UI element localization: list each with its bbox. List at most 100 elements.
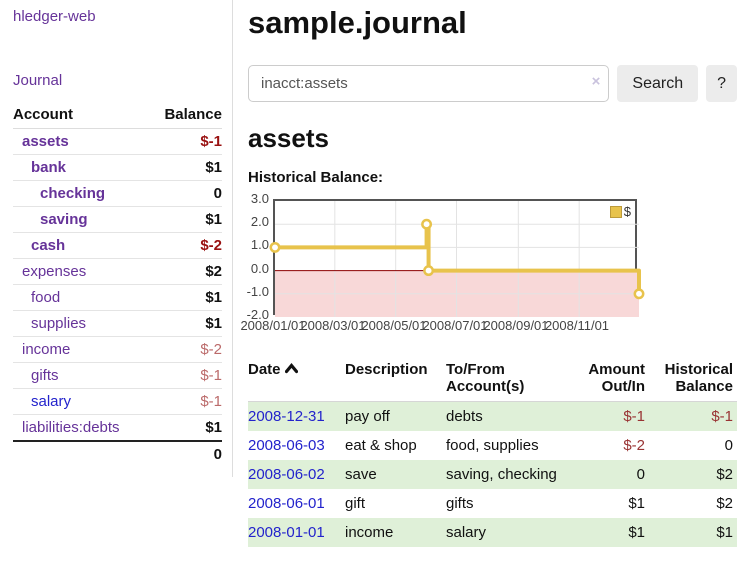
account-link-assets[interactable]: assets	[22, 133, 69, 150]
sidebar: hledger-web Journal Account Balance asse…	[13, 0, 222, 467]
x-tick-label: 2008/09/01	[483, 318, 549, 333]
register-header-balance: Historical Balance	[649, 358, 737, 402]
accounts-header-account: Account	[13, 102, 149, 129]
transaction-amount: $1	[628, 524, 645, 541]
account-link-salary[interactable]: salary	[31, 393, 72, 410]
legend-label: $	[623, 204, 631, 219]
historical-balance-chart: 3.0 2.0 1.0 0.0 -1.0 -2.0 $ 2008/01/01 2…	[240, 191, 737, 341]
register-header-date[interactable]: Date	[248, 358, 345, 402]
account-link-bank[interactable]: bank	[31, 159, 67, 176]
y-tick-label: 3.0	[250, 191, 269, 206]
account-link-checking[interactable]: checking	[40, 185, 106, 202]
account-balance: $-2	[148, 336, 222, 363]
search-form: × Search ?	[248, 65, 737, 102]
transaction-amount: 0	[636, 466, 645, 483]
y-tick-label: 0.0	[250, 261, 269, 276]
transaction-description: income	[345, 524, 394, 541]
account-row-supplies: supplies $1	[13, 310, 222, 337]
register-header-accounts: To/From Account(s)	[446, 358, 570, 402]
account-row-expenses: expenses $2	[13, 258, 222, 285]
x-tick-label: 2008/11/01	[544, 318, 610, 333]
x-tick-label: 2008/03/01	[300, 318, 366, 333]
clear-search-icon[interactable]: ×	[591, 73, 601, 90]
account-balance: 0	[148, 180, 222, 207]
transaction-balance: $1	[716, 524, 733, 541]
account-row-cash: cash $-2	[13, 232, 222, 259]
account-balance: $2	[148, 258, 222, 285]
transaction-date-link[interactable]: 2008-12-31	[248, 408, 325, 425]
x-tick-label: 2008/07/01	[422, 318, 488, 333]
app-title-link[interactable]: hledger-web	[13, 8, 96, 25]
transaction-date-link[interactable]: 2008-06-03	[248, 437, 325, 454]
transaction-date-link[interactable]: 2008-06-01	[248, 495, 325, 512]
main-content: sample.journal × Search ? assets Histori…	[240, 0, 737, 547]
legend-swatch-icon	[609, 205, 622, 218]
account-row-salary: salary $-1	[13, 388, 222, 415]
account-balance: $-1	[148, 128, 222, 155]
transaction-balance: $2	[716, 466, 733, 483]
account-row-income: income $-2	[13, 336, 222, 363]
accounts-total-row: 0	[13, 440, 222, 467]
transaction-balance: $-1	[711, 408, 733, 425]
account-link-cash[interactable]: cash	[31, 237, 66, 254]
transaction-description: pay off	[345, 408, 390, 425]
y-tick-label: 1.0	[250, 237, 269, 252]
search-button[interactable]: Search	[617, 65, 699, 102]
register-header-row: Date Description To/From Account(s) Amou…	[248, 358, 737, 402]
account-row-checking: checking 0	[13, 180, 222, 207]
register-row: 2008-12-31 pay off debts $-1 $-1	[248, 401, 737, 431]
sort-ascending-icon	[284, 363, 298, 374]
transaction-amount: $-2	[623, 437, 645, 454]
transaction-date-link[interactable]: 2008-06-02	[248, 466, 325, 483]
help-button[interactable]: ?	[706, 65, 737, 102]
account-link-supplies[interactable]: supplies	[31, 315, 87, 332]
transaction-date-link[interactable]: 2008-01-01	[248, 524, 325, 541]
account-row-gifts: gifts $-1	[13, 362, 222, 389]
y-tick-label: 2.0	[250, 214, 269, 229]
account-heading: assets	[248, 123, 329, 153]
sidebar-item-journal[interactable]: Journal	[13, 72, 63, 89]
transaction-accounts: debts	[446, 408, 483, 425]
register-header-amount: Amount Out/In	[570, 358, 649, 402]
y-tick-label: -2.0	[246, 307, 269, 322]
account-row-food: food $1	[13, 284, 222, 311]
sidebar-divider	[232, 0, 233, 477]
transaction-accounts: food, supplies	[446, 437, 539, 454]
transaction-description: gift	[345, 495, 366, 512]
transaction-accounts: gifts	[446, 495, 474, 512]
accounts-table: Account Balance assets $-1 bank $1 checkin…	[13, 102, 222, 467]
account-link-liabilities-debts[interactable]: liabilities:debts	[22, 419, 120, 436]
chart-title: Historical Balance:	[248, 169, 384, 186]
account-link-expenses[interactable]: expenses	[22, 263, 87, 280]
register-table: Date Description To/From Account(s) Amou…	[248, 358, 737, 547]
register-row: 2008-06-01 gift gifts $1 $2	[248, 489, 737, 518]
transaction-description: save	[345, 466, 377, 483]
transaction-amount: $1	[628, 495, 645, 512]
account-link-food[interactable]: food	[31, 289, 61, 306]
account-balance: $1	[148, 154, 222, 181]
account-row-bank: bank $1	[13, 154, 222, 181]
account-balance: $1	[148, 414, 222, 442]
accounts-header-balance: Balance	[148, 102, 222, 129]
accounts-header-row: Account Balance	[13, 102, 222, 129]
x-tick-label: 2008/01/01	[240, 318, 306, 333]
account-balance: $-1	[148, 388, 222, 415]
register-row: 2008-01-01 income salary $1 $1	[248, 518, 737, 547]
accounts-total-balance: 0	[148, 440, 222, 467]
chart-canvas	[269, 201, 645, 317]
account-balance: $1	[148, 206, 222, 233]
account-row-liabilities-debts: liabilities:debts $1	[13, 414, 222, 442]
account-link-gifts[interactable]: gifts	[31, 367, 59, 384]
account-row-assets: assets $-1	[13, 128, 222, 155]
account-balance: $-1	[148, 362, 222, 389]
transaction-amount: $-1	[623, 408, 645, 425]
chart-legend: $	[609, 204, 631, 219]
chart-plot-area[interactable]: $	[269, 199, 645, 317]
transaction-balance: 0	[724, 437, 733, 454]
register-row: 2008-06-02 save saving, checking 0 $2	[248, 460, 737, 489]
account-link-income[interactable]: income	[22, 341, 71, 358]
account-balance: $1	[148, 284, 222, 311]
register-row: 2008-06-03 eat & shop food, supplies $-2…	[248, 431, 737, 460]
account-link-saving[interactable]: saving	[40, 211, 88, 228]
search-input[interactable]	[248, 65, 610, 102]
